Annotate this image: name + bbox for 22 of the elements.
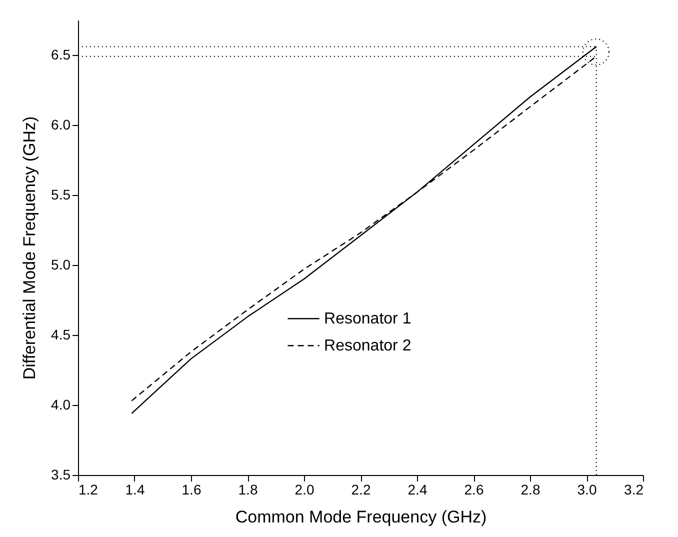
y-tick-label: 4.0	[51, 396, 71, 412]
y-tick-label: 5.5	[51, 186, 71, 202]
legend-label: Resonator 2	[324, 338, 412, 355]
y-tick-label: 6.0	[51, 116, 71, 132]
legend-label: Resonator 1	[324, 310, 412, 328]
x-tick-label: 2.4	[408, 482, 428, 498]
x-axis-title: Common Mode Frequency (GHz)	[235, 508, 487, 526]
x-tick-label: 2.6	[464, 482, 484, 498]
y-tick-label: 6.5	[51, 46, 71, 62]
x-tick-label: 2.0	[294, 482, 314, 498]
x-tick-label: 2.8	[520, 482, 540, 498]
x-tick-label: 1.2	[78, 482, 98, 498]
x-tick-label: 3.2	[624, 482, 644, 498]
x-tick-label: 1.4	[125, 482, 145, 498]
x-tick-label: 3.0	[577, 482, 597, 498]
x-tick-label: 1.6	[182, 482, 202, 498]
x-tick-label: 2.2	[351, 482, 371, 498]
x-tick-label: 1.8	[238, 482, 258, 498]
y-tick-label: 4.5	[51, 326, 71, 342]
y-tick-label: 3.5	[51, 466, 71, 482]
y-axis-title: Differential Mode Frequency (GHz)	[20, 116, 40, 380]
y-tick-label: 5.0	[51, 256, 71, 272]
